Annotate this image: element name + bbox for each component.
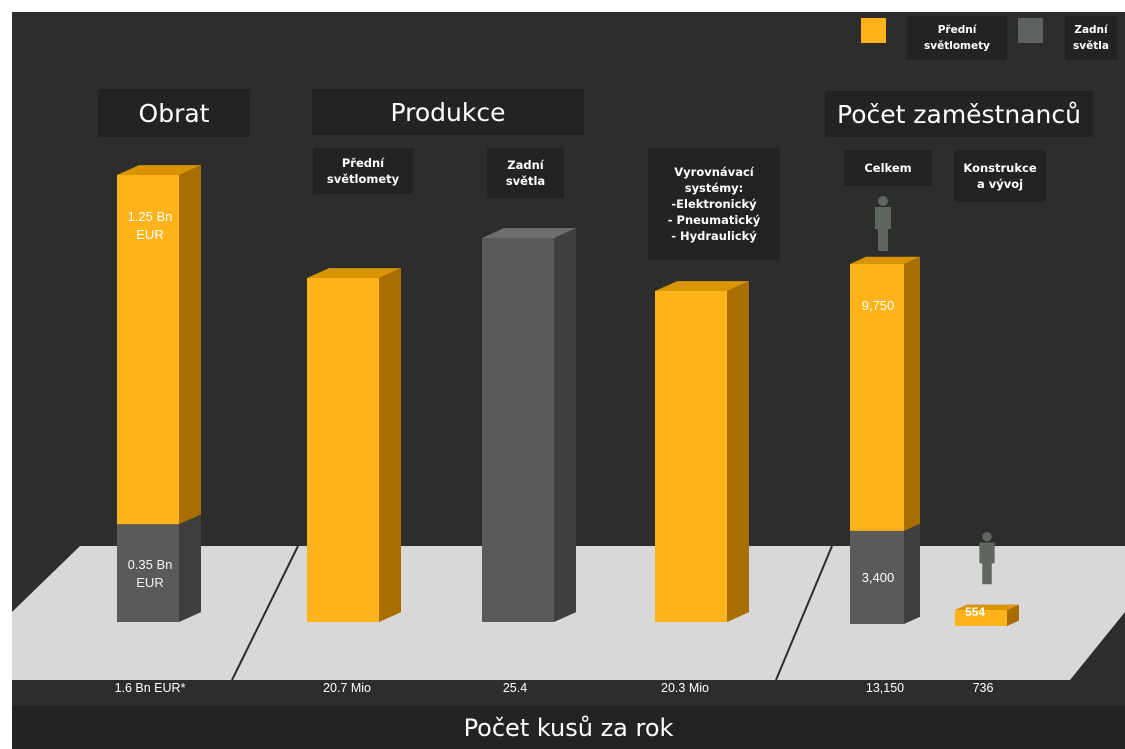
sublabel-predni: Přední světlomety (313, 148, 413, 194)
legend-label-zadni: Zadní světla (1065, 16, 1117, 60)
legend-swatch-zadni (1018, 18, 1043, 43)
bar-2-seg-0-top (482, 228, 576, 238)
bar-0-seg-1-front (117, 175, 179, 525)
bars-layer (117, 165, 1019, 626)
bar-0-seg-1-side (179, 165, 201, 525)
value-label-celkem-zadni: 3,400 (861, 570, 895, 585)
value-label-konstrukce: 554 (964, 605, 986, 619)
bar-4-seg-1-front (850, 264, 904, 531)
bar-4-seg-1-top (850, 256, 920, 264)
floor-divider-1 (231, 545, 299, 681)
person-icon-konstrukce (979, 532, 995, 585)
bar-1-seg-0-top (307, 268, 401, 278)
legend-label-predni: Přední světlomety (907, 16, 1007, 60)
bar-5-seg-0-front (955, 610, 1007, 626)
sublabel-vyrovnavaci: Vyrovnávací systémy: -Elektronický - Pne… (648, 148, 780, 260)
bar-3-seg-0-front (655, 291, 727, 622)
bar-5-seg-0-top (955, 604, 1019, 610)
total-label-konstrukce: 736 (972, 681, 994, 695)
total-label-celkem: 13,150 (865, 681, 905, 695)
bar-1-seg-0-front (307, 278, 379, 622)
bar-2-seg-0-front (482, 238, 554, 622)
bar-2-seg-0-side (554, 228, 576, 622)
sublabel-konstrukce: Konstrukce a vývoj (954, 150, 1046, 202)
bar-4-seg-0-front (850, 530, 904, 624)
header-produkce: Produkce (312, 89, 584, 135)
header-zamestnanci: Počet zaměstnanců (825, 91, 1093, 137)
bar-5-seg-0-side (1007, 604, 1019, 626)
value-label-obrat-zadni: 0.35 Bn EUR (127, 557, 173, 590)
bar-3-seg-0-top (655, 281, 749, 291)
bar-0-seg-1-top (117, 165, 201, 175)
total-label-obrat: 1.6 Bn EUR* (114, 681, 186, 695)
total-label-vyrovnavaci: 20.3 Mio (661, 681, 709, 695)
total-label-predni: 20.7 Mio (323, 681, 371, 695)
bar-0-seg-0-side (179, 514, 201, 622)
bar-0-seg-0-front (117, 524, 179, 622)
bar-1-seg-0-side (379, 268, 401, 622)
legend-swatch-predni (861, 18, 886, 43)
bar-4-seg-0-side (904, 523, 920, 624)
total-label-zadni: 25.4 (502, 681, 528, 695)
sublabel-celkem: Celkem (844, 150, 932, 186)
floor-divider-2 (775, 545, 833, 681)
person-icon-celkem (875, 196, 891, 251)
value-label-celkem-predni: 9,750 (861, 298, 895, 313)
sublabel-zadni: Zadní světla (487, 148, 564, 198)
bar-3-seg-0-side (727, 281, 749, 622)
footer-title: Počet kusů za rok (12, 706, 1125, 749)
value-label-obrat-predni: 1.25 Bn EUR (127, 209, 173, 242)
bar-4-seg-1-side (904, 256, 920, 531)
header-obrat: Obrat (98, 89, 250, 137)
